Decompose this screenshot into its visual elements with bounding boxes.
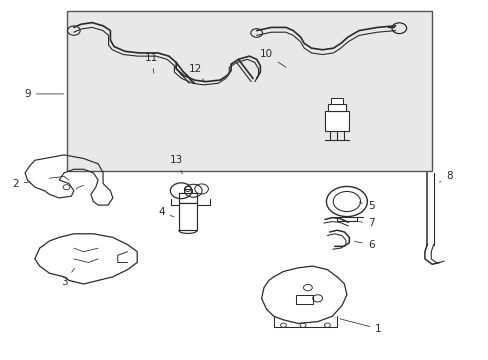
Text: 2: 2 <box>12 179 30 189</box>
Text: 3: 3 <box>61 268 75 287</box>
Bar <box>66 12 431 171</box>
Text: 9: 9 <box>24 89 63 99</box>
Text: 7: 7 <box>353 218 374 228</box>
Text: 13: 13 <box>169 155 183 174</box>
Bar <box>330 98 342 104</box>
Bar <box>178 193 197 203</box>
Bar <box>325 111 348 131</box>
Text: 11: 11 <box>145 53 158 73</box>
Text: 4: 4 <box>158 207 173 217</box>
Text: 12: 12 <box>189 64 203 81</box>
Bar <box>183 189 192 193</box>
Text: 6: 6 <box>354 239 374 249</box>
Text: 10: 10 <box>259 49 285 67</box>
Bar <box>295 295 312 304</box>
Text: 8: 8 <box>439 171 452 182</box>
Text: 5: 5 <box>359 201 374 211</box>
Bar <box>178 203 197 230</box>
Text: 1: 1 <box>339 319 381 334</box>
Bar <box>328 104 345 111</box>
